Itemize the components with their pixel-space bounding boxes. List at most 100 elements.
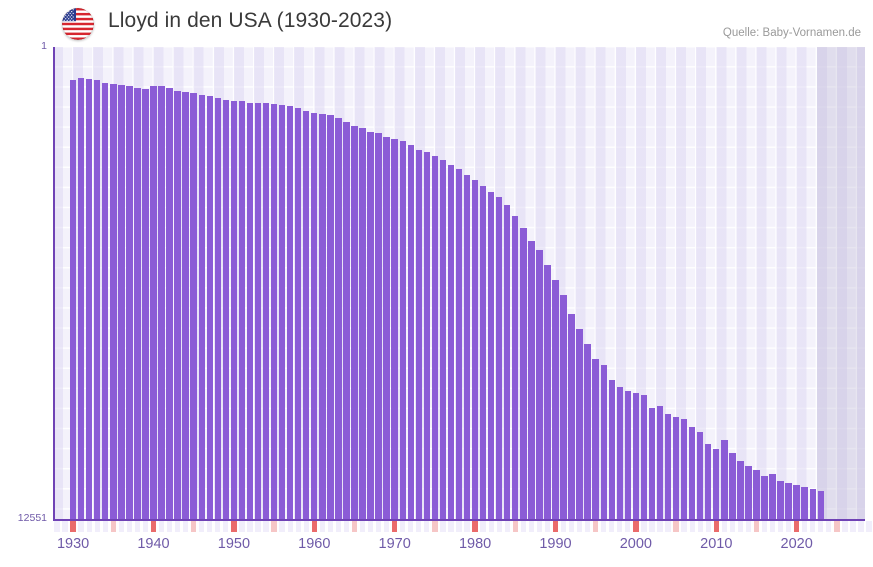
x-tick-major — [794, 521, 800, 532]
x-tick-minor — [351, 521, 358, 532]
x-tick-blank — [343, 521, 350, 532]
bar — [600, 364, 607, 519]
x-tick-blank — [689, 521, 695, 532]
x-tick-blank — [657, 521, 663, 532]
bar — [761, 475, 768, 519]
x-tick-blank — [383, 521, 390, 532]
x-tick-label: 1930 — [56, 536, 90, 552]
x-tick-blank — [649, 521, 655, 532]
x-tick-label: 2000 — [619, 536, 652, 552]
x-tick-blank — [279, 521, 285, 532]
x-tick-major — [713, 521, 719, 532]
x-tick-major — [311, 521, 317, 532]
x-tick-blank — [94, 521, 100, 532]
bar — [77, 77, 85, 519]
y-axis-title: Platz — [0, 239, 3, 263]
x-tick-blank — [263, 521, 269, 532]
bar — [592, 359, 599, 519]
x-tick-minor — [432, 521, 438, 532]
x-tick-blank — [456, 521, 462, 532]
x-tick-blank — [255, 521, 261, 532]
x-tick-blank — [737, 521, 744, 532]
x-tick-blank — [464, 521, 470, 532]
bar — [262, 103, 270, 519]
x-tick-blank — [504, 521, 510, 532]
x-tick-blank — [802, 521, 808, 532]
bar — [343, 122, 350, 519]
bar — [753, 470, 760, 519]
x-tick-minor — [593, 521, 599, 532]
x-tick-major — [633, 521, 639, 532]
bar — [809, 488, 816, 519]
x-tick-minor — [673, 521, 679, 532]
bar — [584, 344, 591, 519]
bar — [85, 79, 93, 519]
x-tick-blank — [54, 521, 60, 532]
bar — [504, 204, 511, 519]
x-tick-blank — [247, 521, 253, 532]
bar — [126, 85, 133, 519]
x-tick-label: 2020 — [780, 536, 813, 552]
bar — [777, 481, 784, 519]
x-tick-blank — [777, 521, 784, 532]
bar — [817, 490, 824, 519]
x-tick-blank — [303, 521, 309, 532]
bar — [793, 485, 800, 519]
x-tick-blank — [576, 521, 583, 532]
bar — [190, 93, 197, 519]
bar — [327, 115, 334, 519]
chart-header: Lloyd in den USA (1930-2023) Quelle: Bab… — [0, 0, 873, 47]
bar — [487, 191, 495, 519]
y-tick-label-top: 1 — [41, 40, 47, 52]
x-tick-minor — [753, 521, 760, 532]
bar — [230, 100, 238, 519]
x-tick-blank — [528, 521, 534, 532]
bar — [713, 449, 720, 519]
bar — [182, 91, 189, 519]
bar — [415, 150, 422, 519]
x-tick-blank — [617, 521, 623, 532]
bar — [367, 131, 374, 519]
bar — [721, 439, 728, 519]
x-tick-blank — [207, 521, 213, 532]
x-tick-blank — [166, 521, 173, 532]
bar — [688, 426, 696, 519]
bar — [110, 83, 117, 519]
bar — [512, 216, 519, 519]
bar — [560, 295, 567, 519]
x-tick-major — [472, 521, 478, 532]
bar — [705, 443, 712, 519]
bar — [664, 413, 672, 519]
x-tick-major — [70, 521, 76, 532]
x-tick-blank — [681, 521, 687, 532]
bar — [319, 114, 326, 519]
bar — [294, 107, 302, 519]
bar — [94, 80, 101, 519]
bar — [520, 227, 527, 519]
x-tick-blank — [295, 521, 301, 532]
x-tick-blank — [729, 521, 735, 532]
x-tick-blank — [142, 521, 149, 532]
us-flag-icon — [62, 8, 94, 40]
x-tick-blank — [665, 521, 671, 532]
x-tick-blank — [448, 521, 454, 532]
bar — [222, 99, 230, 519]
bar — [359, 127, 366, 519]
x-tick-blank — [601, 521, 607, 532]
plot-area — [53, 47, 865, 519]
x-tick-blank — [78, 521, 84, 532]
x-tick-blank — [223, 521, 229, 532]
x-tick-blank — [625, 521, 631, 532]
bar — [142, 89, 149, 519]
bar — [270, 104, 278, 519]
bar — [174, 90, 181, 519]
x-tick-blank — [818, 521, 824, 532]
x-tick-blank — [721, 521, 727, 532]
y-axis-line — [53, 47, 55, 519]
x-tick-blank — [560, 521, 567, 532]
x-tick-major — [150, 521, 157, 532]
x-tick-major — [231, 521, 237, 532]
bar — [696, 432, 704, 519]
bar — [785, 483, 792, 519]
